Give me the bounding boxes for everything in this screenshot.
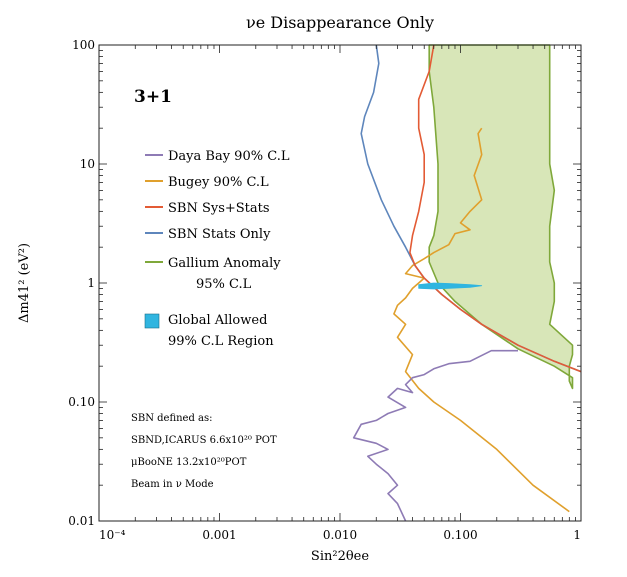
legend-label-daya-bay: Daya Bay 90% C.L — [168, 149, 290, 164]
y-tick-label: 100 — [72, 38, 95, 52]
legend: Daya Bay 90% C.L Bugey 90% C.L SBN Sys+S… — [144, 149, 290, 349]
legend-label-sbn-sys: SBN Sys+Stats — [168, 201, 270, 216]
x-tick-label: 0.010 — [323, 528, 357, 542]
legend-label-global: Global Allowed — [168, 313, 267, 328]
annotation-line-4: Beam in ν Mode — [131, 479, 214, 490]
series-layer — [352, 44, 582, 522]
legend-label-bugey: Bugey 90% C.L — [168, 175, 269, 190]
legend-label-gallium-cl: 95% C.L — [196, 277, 252, 292]
legend-label-sbn-stats: SBN Stats Only — [168, 227, 271, 242]
legend-label-global-cl: 99% C.L Region — [168, 334, 274, 349]
y-tick-label: 1 — [87, 276, 95, 290]
series-global-allowed-99-c-l-region — [418, 282, 483, 290]
x-tick-label: 0.100 — [443, 528, 477, 542]
series-daya-bay-90-c-l — [352, 349, 518, 522]
chart-title: νe Disappearance Only — [246, 13, 434, 32]
x-tick-label: 1 — [573, 528, 581, 542]
x-tick-label: 0.001 — [202, 528, 236, 542]
legend-label-gallium: Gallium Anomaly — [168, 256, 281, 271]
model-label: 3+1 — [134, 87, 172, 107]
x-axis-label: Sin²2θee — [311, 549, 369, 564]
x-tick-label: 10⁻⁴ — [99, 528, 126, 542]
annotation-line-1: SBN defined as: — [131, 413, 213, 424]
legend-swatch-global — [144, 313, 160, 329]
sbn-annotation: SBN defined as: SBND,ICARUS 6.6x10²⁰ POT… — [131, 413, 277, 490]
series-bugey-90-c-l — [393, 127, 570, 513]
y-tick-label: 0.01 — [68, 514, 95, 528]
y-axis-label: Δm41² (eV²) — [17, 243, 32, 323]
y-tick-label: 0.10 — [68, 395, 95, 409]
y-tick-label: 10 — [80, 157, 95, 171]
annotation-line-3: μBooNE 13.2x10²⁰POT — [131, 457, 247, 468]
ticks-layer: 10⁻⁴ 0.001 0.010 0.100 1 0.01 0.10 1 10 100 — [68, 38, 582, 542]
annotation-line-2: SBND,ICARUS 6.6x10²⁰ POT — [131, 435, 277, 446]
series-sbn-sys-stats — [409, 44, 582, 373]
series-gallium-anomaly-95-c-l — [428, 44, 574, 390]
